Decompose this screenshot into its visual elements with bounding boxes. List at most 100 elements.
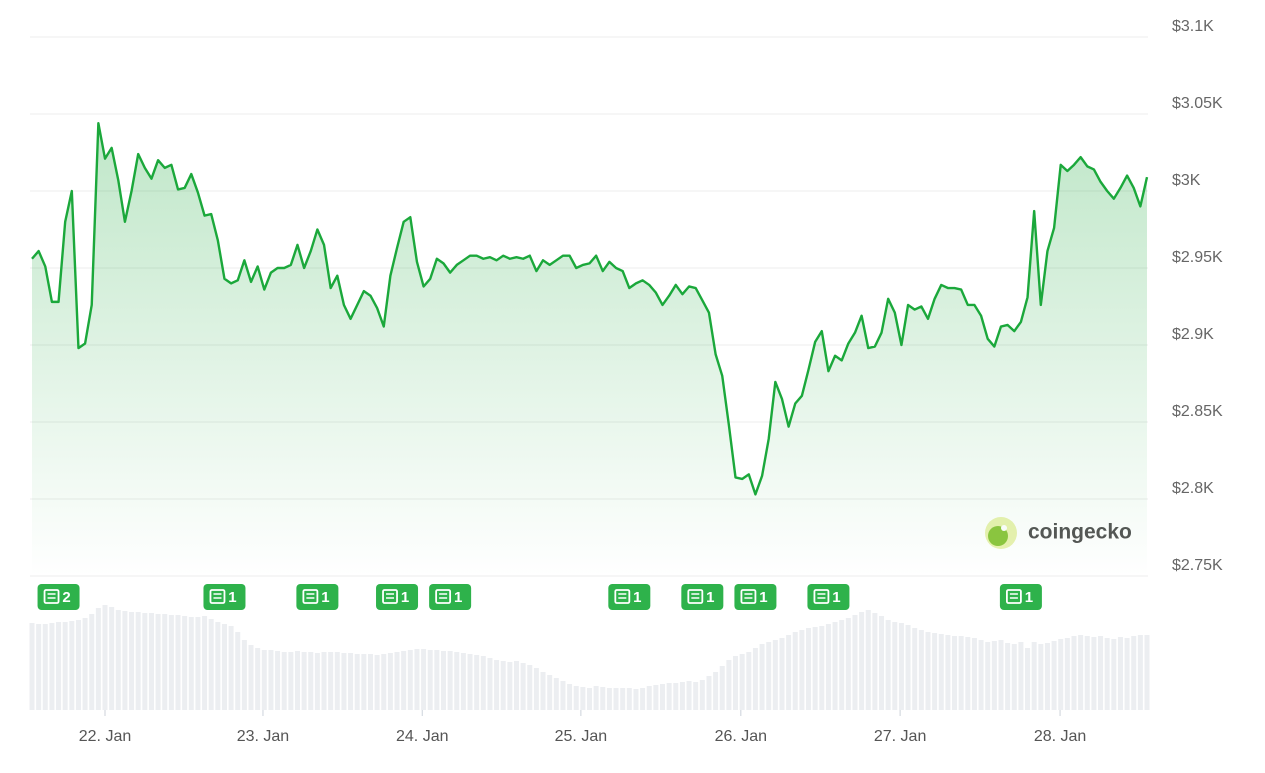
volume-bar — [739, 654, 745, 710]
news-badge[interactable]: 1 — [296, 584, 339, 610]
news-badge[interactable]: 1 — [681, 584, 724, 610]
news-badge[interactable]: 2 — [37, 584, 80, 610]
volume-bar — [175, 615, 181, 710]
price-line — [31, 122, 1149, 496]
volume-bar — [839, 620, 845, 710]
y-tick-label: $2.85K — [1172, 403, 1223, 420]
volume-bar — [440, 651, 446, 710]
volume-bar — [626, 688, 632, 710]
volume-bar — [779, 638, 785, 710]
volume-bar — [872, 613, 878, 710]
volume-bar — [865, 610, 871, 710]
volume-bar — [1084, 636, 1090, 710]
volume-bar — [314, 653, 320, 710]
news-badge[interactable]: 1 — [734, 584, 777, 610]
volume-bar — [328, 652, 334, 710]
volume-bar — [202, 616, 208, 710]
volume-bar — [221, 624, 227, 710]
volume-bar — [719, 666, 725, 710]
volume-bar — [414, 649, 420, 710]
volume-bar — [925, 632, 931, 710]
volume-bar — [1137, 635, 1143, 710]
news-badge[interactable]: 1 — [999, 584, 1042, 610]
volume-bar — [215, 622, 221, 710]
volume-bar — [1031, 642, 1037, 710]
volume-bar — [334, 652, 340, 710]
volume-bar — [792, 632, 798, 710]
volume-bar — [1091, 637, 1097, 710]
news-badge[interactable]: 1 — [807, 584, 850, 610]
volume-bar — [733, 656, 739, 710]
news-icon — [209, 589, 226, 604]
volume-bar — [102, 605, 108, 710]
volume-bar — [321, 652, 327, 710]
volume-bar — [587, 688, 592, 710]
volume-bar — [726, 660, 732, 710]
news-badge[interactable]: 1 — [608, 584, 651, 610]
y-tick-label: $3.1K — [1172, 18, 1214, 35]
volume-bar — [447, 651, 453, 710]
volume-bar — [148, 613, 154, 710]
volume-bar — [879, 616, 885, 710]
volume-bar — [281, 652, 287, 710]
volume-bar — [341, 653, 347, 710]
volume-bar — [62, 622, 68, 710]
news-badge[interactable]: 1 — [429, 584, 472, 610]
volume-bar — [759, 644, 765, 710]
volume-bar — [162, 614, 168, 710]
volume-bar — [985, 642, 991, 710]
volume-bar — [354, 654, 360, 710]
news-icon — [435, 589, 452, 604]
volume-bar — [905, 625, 911, 710]
news-icon — [1005, 589, 1022, 604]
volume-bar — [235, 632, 241, 710]
volume-bar — [1044, 643, 1050, 710]
volume-bar — [129, 612, 135, 710]
volume-bar — [852, 615, 858, 710]
y-tick-label: $2.75K — [1172, 557, 1223, 574]
volume-bar — [507, 662, 513, 710]
volume-bar — [679, 682, 685, 710]
volume-bar — [275, 651, 281, 710]
news-badge[interactable]: 1 — [203, 584, 246, 610]
volume-bar — [109, 607, 115, 710]
volume-bar — [1131, 636, 1137, 710]
volume-bar — [208, 619, 214, 710]
volume-bar — [1098, 636, 1104, 710]
volume-bar — [394, 652, 400, 710]
x-tick-label: 25. Jan — [555, 728, 607, 745]
volume-bar — [600, 687, 606, 710]
volume-bar — [1058, 639, 1064, 710]
news-badge[interactable]: 1 — [376, 584, 419, 610]
volume-bar — [912, 628, 918, 710]
volume-bar — [991, 641, 997, 710]
volume-bar — [693, 682, 699, 710]
volume-bar — [892, 622, 898, 710]
x-tick-label: 27. Jan — [874, 728, 926, 745]
volume-bar — [195, 617, 201, 710]
volume-bar — [938, 634, 944, 710]
volume-bar — [454, 652, 460, 710]
volume-bar — [467, 654, 473, 710]
volume-bar — [135, 612, 141, 710]
volume-bar — [301, 652, 307, 710]
volume-bar — [1038, 644, 1044, 710]
volume-bar — [1078, 635, 1084, 710]
volume-bar — [952, 636, 958, 710]
volume-bar — [646, 686, 652, 710]
volume-bar — [965, 637, 971, 710]
volume-bar — [640, 688, 646, 710]
x-tick-label: 22. Jan — [79, 728, 131, 745]
volume-bar — [786, 635, 792, 710]
volume-bar — [401, 651, 407, 710]
news-icon — [614, 589, 631, 604]
volume-bar — [567, 684, 573, 710]
volume-bar — [42, 624, 48, 710]
volume-bar — [261, 650, 267, 710]
volume-bar — [374, 655, 380, 710]
volume-bar — [36, 624, 42, 710]
x-tick-label: 24. Jan — [396, 728, 448, 745]
volume-bar — [772, 640, 778, 710]
news-count: 1 — [832, 589, 840, 606]
volume-bar — [288, 652, 294, 710]
